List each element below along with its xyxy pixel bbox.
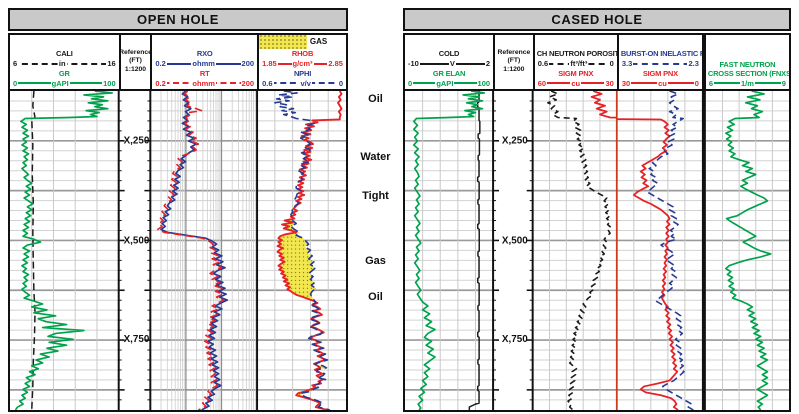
curve-legend-grelan: GR ELAN 0 gAPI 100: [407, 68, 492, 88]
header-track-resistivity: RXO 0.2 ohmm 200 RT 0.2 ohmm 200: [150, 35, 257, 89]
header-track-fnxs: FAST NEUTRON CROSS SECTION (FNXS) 6 1/m …: [706, 35, 789, 89]
curve-legend-ch-neutron-porosity: CH NEUTRON POROSITY 0.6 ft³/ft³ 0: [536, 49, 617, 68]
curve-legend-sigm-pnx-low: SIGM PNX 30 cu 0: [620, 68, 700, 88]
cased-hole-log-plot: X,250 X,500 X,750: [405, 91, 789, 410]
svg-text:X,500: X,500: [124, 236, 150, 247]
header-reference-oh: Reference (FT) 1:1200: [118, 35, 150, 89]
open-hole-panel: OPEN HOLE CALI 6 in 16 GR 0: [8, 8, 348, 412]
svg-text:X,250: X,250: [124, 136, 150, 147]
open-hole-log-plot: X,250 X,500 X,750: [10, 91, 346, 410]
header-track-neutron-sigm: CH NEUTRON POROSITY 0.6 ft³/ft³ 0 SIGM P…: [532, 35, 617, 89]
header-track-gr-cali: CALI 6 in 16 GR 0 gAPI 100: [10, 35, 119, 89]
open-hole-title: OPEN HOLE: [8, 8, 348, 31]
curve-legend-sigm-pnx-high: SIGM PNX 60 cu 30: [536, 68, 615, 88]
open-hole-plot-body: X,250 X,500 X,750: [10, 91, 346, 410]
cased-hole-track-headers: COLD -10 V 2 GR ELAN 0 gAPI 100: [405, 35, 789, 91]
curve-legend-rhob: RHOB 1.85 g/cm³ 2.85: [261, 49, 344, 68]
header-track-cold-grelan: COLD -10 V 2 GR ELAN 0 gAPI 100: [405, 35, 493, 89]
cased-hole-plot-body: X,250 X,500 X,750: [405, 91, 789, 410]
curve-legend-burst-on-inelastic-ratio: BURST-ON INELASTIC RATIO 3.3 2.3: [620, 49, 702, 68]
cased-hole-title: CASED HOLE: [403, 8, 791, 31]
header-track-density-neutron: GAS RHOB 1.85 g/cm³ 2.85 NPHI 0.6: [257, 35, 346, 89]
fluid-annotations: Oil Water Tight Gas Oil: [348, 0, 403, 414]
curve-legend-cold: COLD -10 V 2: [407, 49, 492, 68]
header-reference-ch: Reference (FT) 1:1200: [493, 35, 533, 89]
header-track-burst-sigm: BURST-ON INELASTIC RATIO 3.3 2.3 SIGM PN…: [616, 35, 702, 89]
gas-pattern-swatch: [259, 35, 307, 49]
open-hole-box: CALI 6 in 16 GR 0 gAPI 100: [8, 33, 348, 412]
curve-legend-rt: RT 0.2 ohmm 200: [154, 68, 256, 88]
cased-hole-panel: CASED HOLE COLD -10 V 2 GR ELAN: [403, 8, 791, 412]
annotation-tight: Tight: [362, 190, 389, 202]
cased-hole-box: COLD -10 V 2 GR ELAN 0 gAPI 100: [403, 33, 791, 412]
annotation-gas: Gas: [365, 255, 386, 267]
annotation-oil-lower: Oil: [368, 291, 383, 303]
annotation-water: Water: [360, 151, 391, 163]
burst-on-line-sample: [620, 62, 700, 65]
curve-legend-cali: CALI 6 in 16: [12, 49, 117, 68]
svg-text:X,750: X,750: [124, 334, 150, 345]
curve-legend-nphi: NPHI 0.6 v/v 0: [261, 68, 344, 88]
annotation-oil-upper: Oil: [368, 93, 383, 105]
curve-legend-gr: GR 0 gAPI 100: [12, 68, 117, 88]
curve-legend-rxo: RXO 0.2 ohmm 200: [154, 49, 256, 68]
gas-legend: GAS: [259, 35, 346, 49]
svg-text:X,750: X,750: [502, 334, 528, 345]
track-separator: [701, 35, 706, 89]
open-hole-track-headers: CALI 6 in 16 GR 0 gAPI 100: [10, 35, 346, 91]
curve-legend-fnxs: FAST NEUTRON CROSS SECTION (FNXS) 6 1/m …: [707, 60, 789, 88]
svg-text:X,500: X,500: [502, 236, 528, 247]
svg-text:X,250: X,250: [502, 136, 528, 147]
